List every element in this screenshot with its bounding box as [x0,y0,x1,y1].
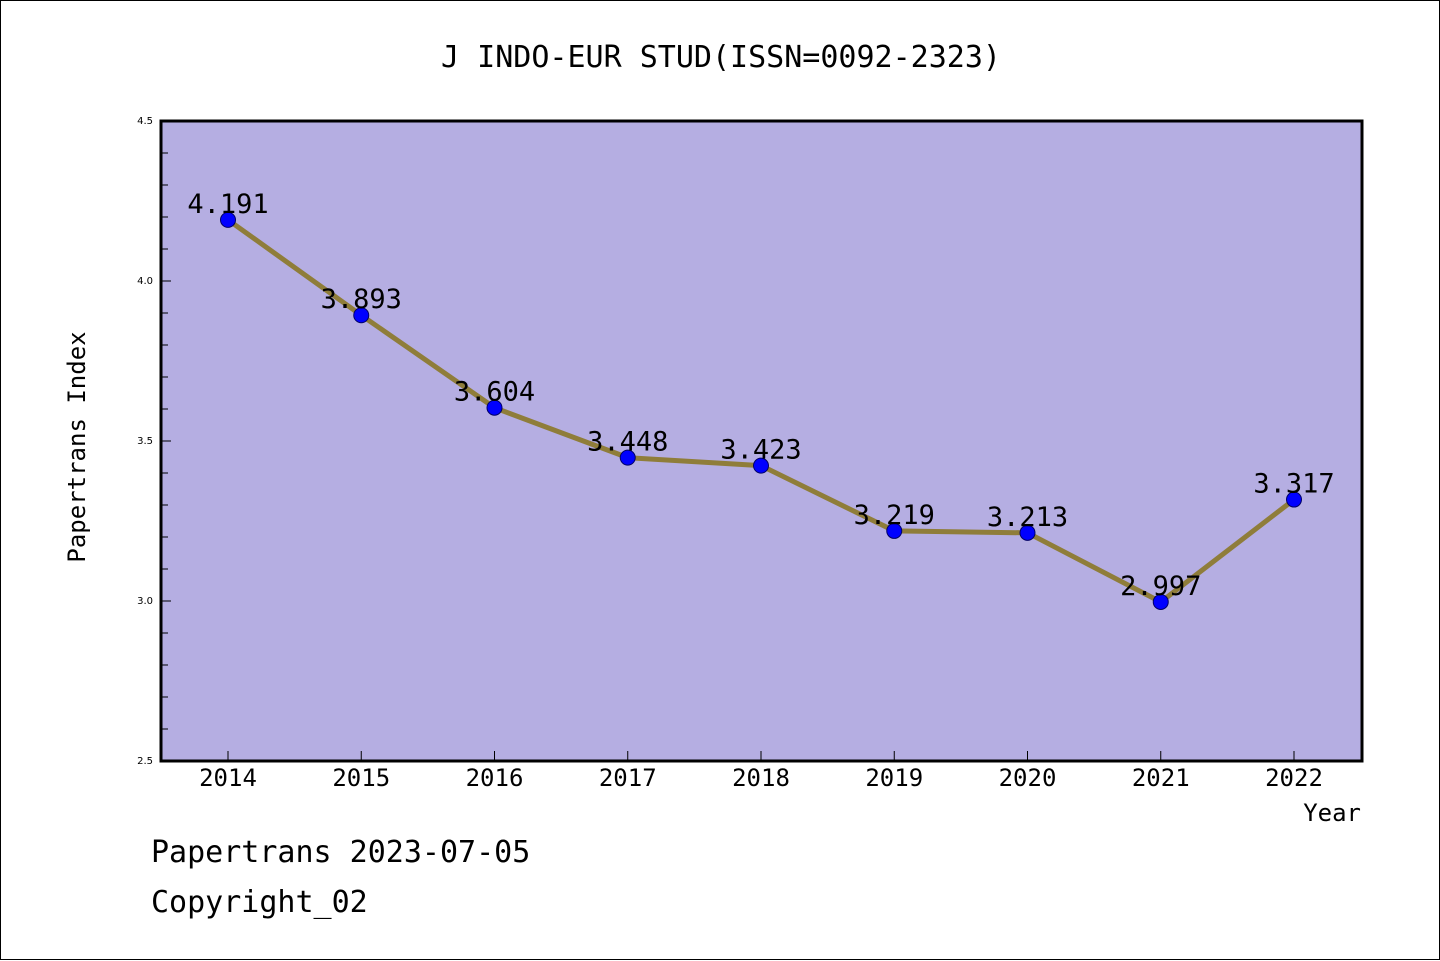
data-point [886,522,903,539]
x-axis: 2014 2015 2016 2017 2018 2019 2020 2021 2022 [199,751,1323,792]
y-tick-label: 2.5 [137,756,153,767]
data-label: 3.213 [987,502,1068,533]
plot-area [159,119,1364,763]
series-layer [220,211,1302,610]
data-label: 3.604 [454,377,535,408]
footer-copyright: Copyright_02 [151,885,368,920]
x-tick-label: 2017 [599,764,657,792]
data-label: 3.423 [720,435,801,466]
x-tick-label: 2022 [1265,764,1323,792]
data-point [220,211,236,228]
x-tick-label: 2020 [999,764,1057,792]
x-tick-label: 2021 [1132,764,1190,792]
data-label: 3.893 [321,284,402,315]
y-tick-label: 3.0 [137,596,153,607]
data-point [1019,524,1036,541]
y-axis-label: Papertrans Index [63,331,91,562]
x-tick-label: 2018 [732,764,790,792]
y-tick-label: 3.5 [137,436,153,447]
x-tick-label: 2019 [865,764,923,792]
data-label: 3.219 [854,500,935,531]
y-tick-label: 4.5 [137,116,153,127]
data-label: 3.317 [1253,469,1334,500]
data-point [486,399,503,416]
x-axis-label: Year [1303,799,1361,827]
data-label-layer: 4.191 3.893 3.604 3.448 3.423 3.219 3.213 2.997… [187,189,1334,602]
data-point [1286,491,1302,508]
x-tick-label: 2015 [332,764,390,792]
data-point [1152,593,1169,610]
x-tick-label: 2014 [199,764,257,792]
y-tick-label: 4.0 [137,276,153,287]
footer-date: Papertrans 2023-07-05 [151,835,531,870]
data-point [619,449,636,466]
data-point [753,457,769,474]
data-label: 4.191 [187,189,268,220]
y-axis: 2.5 3.0 3.5 4.0 4.5 [137,116,171,767]
chart-title: J INDO-EUR STUD(ISSN=0092-2323) [441,40,1001,75]
data-label: 2.997 [1120,571,1201,602]
x-tick-label: 2016 [466,764,524,792]
data-point [353,307,370,324]
data-label: 3.448 [587,427,668,458]
